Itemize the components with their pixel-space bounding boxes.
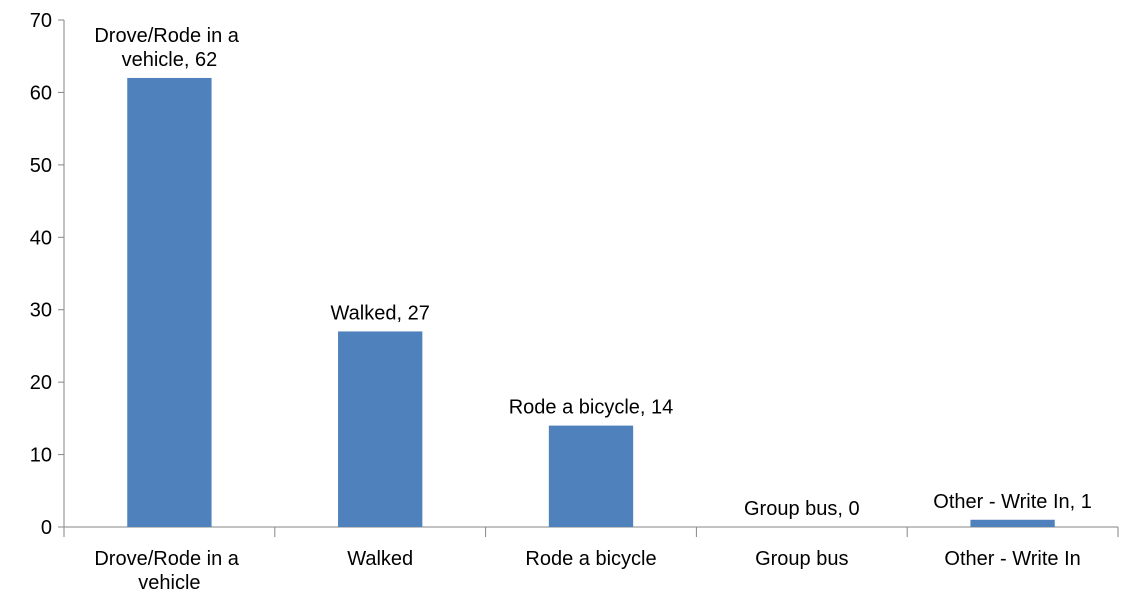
x-tick-label: Other - Write In [944,548,1080,570]
y-tick-label: 30 [30,300,52,322]
data-label: Rode a bicycle, 14 [509,397,674,419]
x-tick-label: Drove/Rode in a vehicle [94,548,244,594]
y-tick-label: 50 [30,155,52,177]
x-tick-label: Walked [347,548,413,570]
y-tick-label: 20 [30,372,52,394]
y-tick-label: 10 [30,445,52,467]
y-tick-label: 70 [30,10,52,32]
y-tick-label: 60 [30,82,52,104]
bar [548,425,634,527]
y-tick-label: 0 [41,517,52,539]
x-tick-label: Rode a bicycle [525,548,656,570]
data-label: Other - Write In, 1 [933,491,1092,513]
bar [338,331,423,527]
data-label: Drove/Rode in a vehicle, 62 [94,25,244,71]
bar [970,519,1055,527]
data-label: Group bus, 0 [744,498,860,520]
data-label: Walked, 27 [331,302,430,324]
y-tick-label: 40 [30,227,52,249]
bar [127,77,212,527]
x-tick-label: Group bus [755,548,848,570]
